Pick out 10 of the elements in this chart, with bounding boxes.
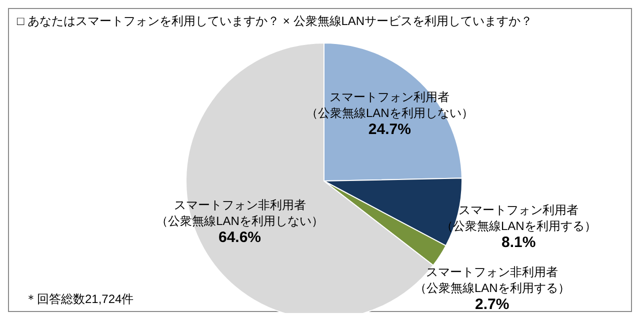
data-label: 64.6%	[218, 229, 262, 248]
data-label: 8.1%	[502, 234, 536, 252]
data-label: 24.7%	[368, 120, 411, 139]
slice-label: スマートフォン非利用者（公衆無線LANを利用しない）	[155, 197, 324, 230]
chart-title: □ あなたはスマートフォンを利用していますか？ × 公衆無線LANサービスを利用していますか？	[17, 13, 533, 30]
slice-label: スマートフォン利用者（公衆無線LANを利用する）	[440, 202, 598, 234]
slice-label: スマートフォン利用者（公衆無線LANを利用しない）	[305, 88, 474, 121]
slice-label: スマートフォン非利用者（公衆無線LANを利用する）	[413, 264, 571, 296]
text: ＊回答総数21,724件	[25, 291, 134, 308]
data-label: 2.7%	[475, 296, 510, 314]
